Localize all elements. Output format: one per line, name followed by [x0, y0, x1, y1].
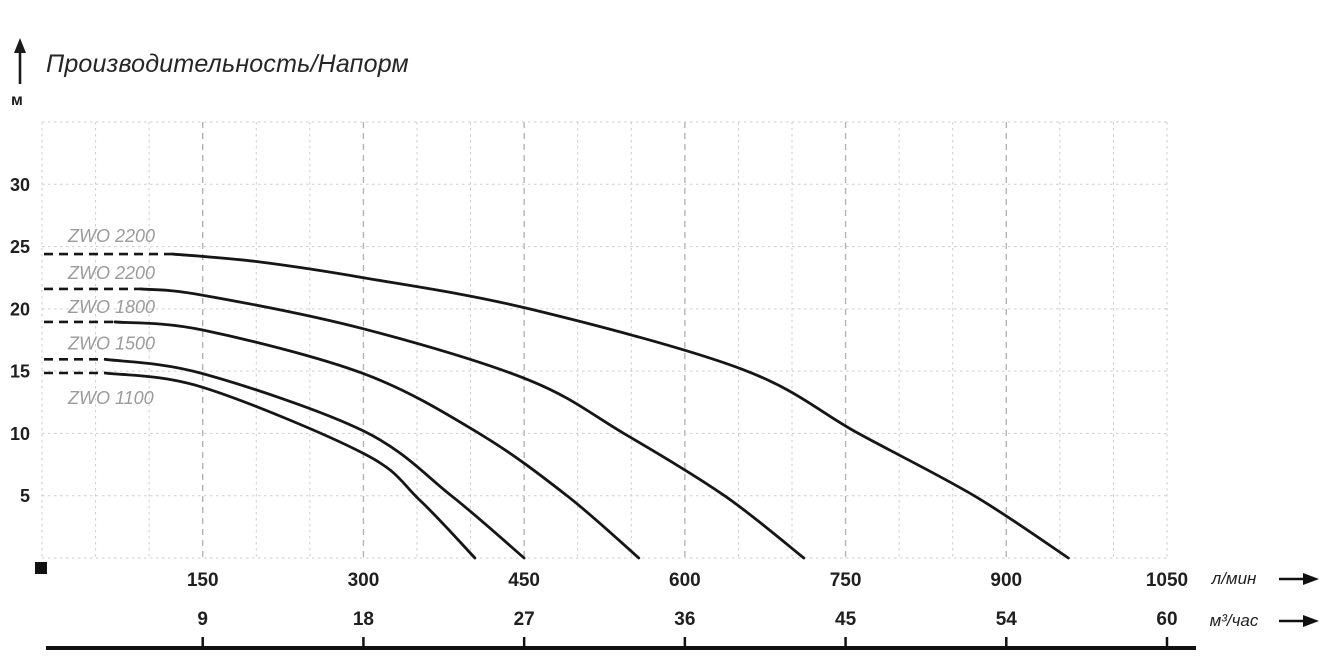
- x-tick-label-m3h: 9: [197, 609, 208, 630]
- pump-curve-zwo-2200: [171, 252, 1070, 560]
- pump-curve-zwo-1800: [113, 320, 641, 560]
- y-tick-label: 15: [10, 362, 30, 382]
- x-tick-label-lmin: 600: [669, 570, 701, 591]
- curve-series-label: ZWO 1800: [67, 297, 155, 317]
- curve-series-label: ZWO 1100: [67, 388, 154, 408]
- x-tick-label-lmin: 750: [830, 570, 862, 591]
- curve-series-label: ZWO 1500: [67, 333, 155, 353]
- y-tick-label: 30: [10, 175, 30, 195]
- x-tick-label-m3h: 54: [996, 609, 1018, 630]
- chart-title: Производительность/Напорм: [46, 50, 409, 78]
- x-tick-label-lmin: 1050: [1146, 570, 1188, 591]
- x-axis-unit-lmin-row: л/мин: [1205, 569, 1319, 589]
- y-tick-label: 10: [10, 424, 30, 444]
- y-axis-arrow-icon: [14, 38, 26, 84]
- pump-curve-zwo-1500: [103, 357, 526, 560]
- pump-curve-zwo-2200: [139, 287, 806, 560]
- x-axis-unit-m3h-row: м³/час: [1205, 611, 1319, 631]
- right-arrow-icon: [1279, 573, 1319, 585]
- curve-series-label: ZWO 2200: [67, 263, 155, 283]
- right-arrow-icon: [1279, 615, 1319, 627]
- y-tick-label: 25: [10, 237, 30, 257]
- y-tick-label: 20: [10, 299, 30, 319]
- y-tick-label: 5: [20, 486, 30, 506]
- x-tick-label-m3h: 27: [514, 609, 535, 630]
- y-axis-unit-label: м: [11, 92, 23, 109]
- x-axis-unit-lmin-label: л/мин: [1211, 569, 1257, 588]
- x-tick-label-lmin: 150: [187, 570, 219, 591]
- pump-curve-zwo-1100: [103, 371, 477, 560]
- x-tick-label-m3h: 18: [353, 609, 374, 630]
- x-tick-label-m3h: 45: [835, 609, 857, 630]
- origin-square-marker: [35, 562, 47, 574]
- x-tick-label-lmin: 300: [348, 570, 380, 591]
- x-tick-label-lmin: 900: [990, 570, 1022, 591]
- x-tick-label-m3h: 60: [1156, 609, 1177, 630]
- x-tick-label-lmin: 450: [508, 570, 540, 591]
- curve-series-label: ZWO 2200: [67, 226, 155, 246]
- x-axis-unit-m3h-label: м³/час: [1209, 611, 1259, 630]
- x-tick-label-m3h: 36: [674, 609, 695, 630]
